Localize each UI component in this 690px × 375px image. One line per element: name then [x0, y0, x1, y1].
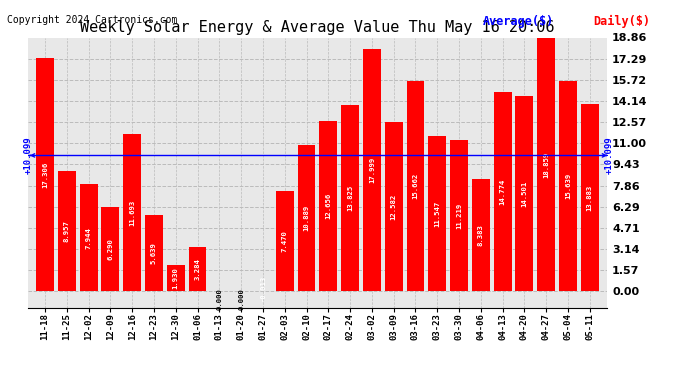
Text: 12.582: 12.582	[391, 194, 397, 220]
Text: 11.693: 11.693	[129, 200, 135, 226]
Text: 13.825: 13.825	[347, 185, 353, 211]
Bar	[493, 93, 511, 291]
Text: 0.000: 0.000	[217, 288, 222, 310]
Bar	[428, 136, 446, 291]
Text: 3.284: 3.284	[195, 258, 201, 280]
Text: 18.859: 18.859	[543, 151, 549, 177]
Bar	[124, 134, 141, 291]
Bar	[101, 207, 119, 291]
Bar	[58, 171, 76, 291]
Text: 15.662: 15.662	[413, 173, 418, 199]
Bar	[319, 121, 337, 291]
Title: Weekly Solar Energy & Average Value Thu May 16 20:06: Weekly Solar Energy & Average Value Thu …	[80, 20, 555, 35]
Bar	[79, 184, 97, 291]
Text: Average($): Average($)	[483, 15, 554, 28]
Text: 12.656: 12.656	[325, 193, 331, 219]
Text: Copyright 2024 Cartronics.com: Copyright 2024 Cartronics.com	[7, 15, 177, 25]
Text: 11.547: 11.547	[434, 201, 440, 227]
Text: 15.639: 15.639	[565, 173, 571, 199]
Text: 7.944: 7.944	[86, 227, 92, 249]
Bar	[36, 58, 54, 291]
Bar	[406, 81, 424, 291]
Bar	[341, 105, 359, 291]
Text: 11.219: 11.219	[456, 203, 462, 229]
Text: 17.306: 17.306	[42, 162, 48, 188]
Bar	[450, 140, 468, 291]
Text: +10.099: +10.099	[605, 136, 614, 174]
Text: 8.957: 8.957	[63, 220, 70, 242]
Text: 7.470: 7.470	[282, 230, 288, 252]
Text: 10.889: 10.889	[304, 205, 310, 231]
Bar	[188, 247, 206, 291]
Text: +10.099: +10.099	[23, 136, 32, 174]
Text: Daily($): Daily($)	[593, 15, 651, 28]
Bar	[581, 105, 599, 291]
Text: 5.639: 5.639	[151, 243, 157, 264]
Bar	[515, 96, 533, 291]
Text: 1.930: 1.930	[172, 267, 179, 289]
Bar	[385, 122, 402, 291]
Text: 13.883: 13.883	[586, 185, 593, 211]
Bar	[145, 216, 163, 291]
Bar	[363, 49, 381, 291]
Text: 6.290: 6.290	[108, 238, 113, 260]
Text: 14.774: 14.774	[500, 179, 506, 205]
Bar	[276, 191, 294, 291]
Text: 0.000: 0.000	[238, 288, 244, 310]
Bar	[167, 266, 185, 291]
Bar	[297, 145, 315, 291]
Bar	[472, 178, 490, 291]
Bar	[538, 38, 555, 291]
Text: -0.013: -0.013	[260, 275, 266, 301]
Text: 14.501: 14.501	[522, 181, 527, 207]
Bar	[559, 81, 577, 291]
Text: 8.383: 8.383	[477, 224, 484, 246]
Text: 17.999: 17.999	[369, 157, 375, 183]
